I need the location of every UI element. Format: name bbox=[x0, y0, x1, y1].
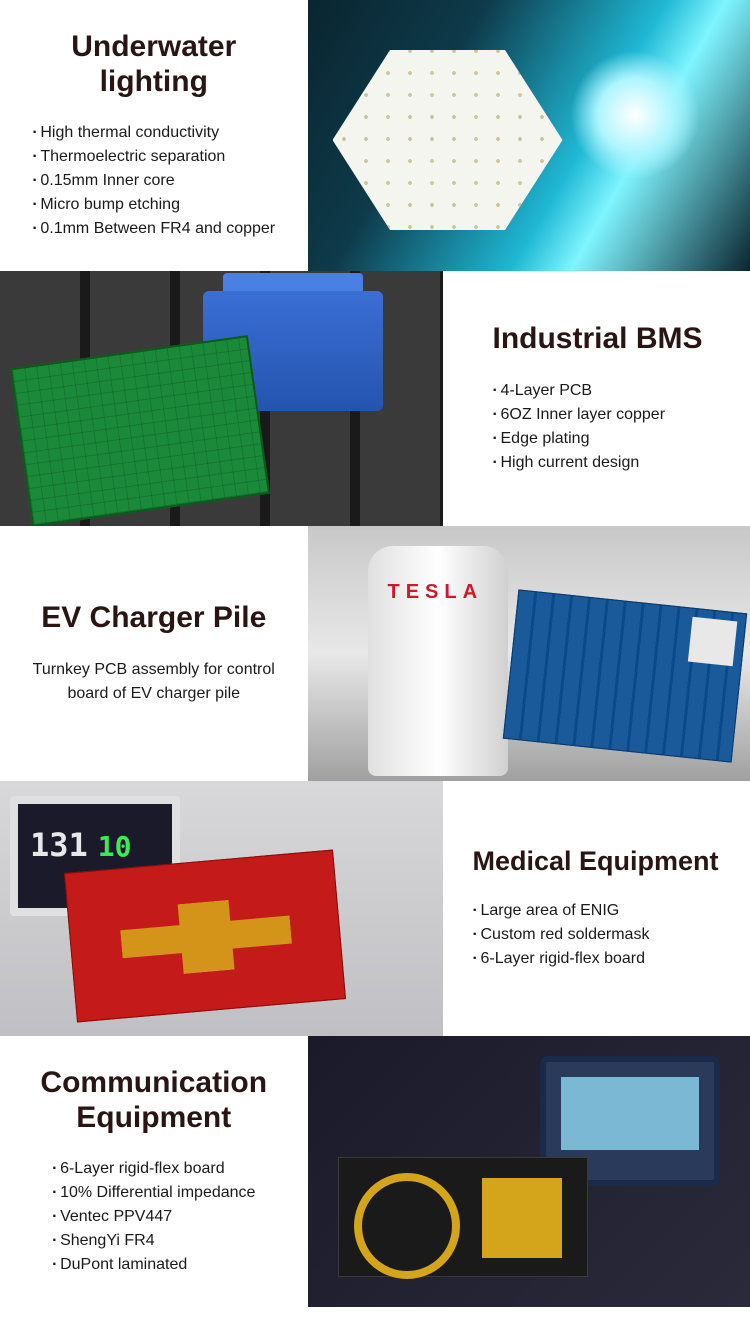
hex-pcb-icon bbox=[333, 40, 563, 240]
section-description: Turnkey PCB assembly for control board o… bbox=[20, 658, 288, 706]
list-item: 10% Differential impedance bbox=[52, 1181, 255, 1205]
list-item: Edge plating bbox=[493, 427, 731, 451]
list-item: 0.15mm Inner core bbox=[32, 169, 275, 193]
section-underwater: Underwater lighting High thermal conduct… bbox=[0, 0, 750, 271]
section-medical: 131 10 Medical Equipment Large area of EN… bbox=[0, 781, 750, 1036]
list-item: 0.1mm Between FR4 and copper bbox=[32, 217, 275, 241]
text-block: Medical Equipment Large area of ENIG Cus… bbox=[443, 781, 750, 1036]
monitor-value-1: 131 bbox=[30, 826, 88, 864]
list-item: Ventec PPV447 bbox=[52, 1205, 255, 1229]
product-image bbox=[0, 271, 443, 526]
feature-list: 6-Layer rigid-flex board 10% Differentia… bbox=[52, 1157, 255, 1277]
red-pcb-icon bbox=[64, 850, 346, 1023]
list-item: DuPont laminated bbox=[52, 1253, 255, 1277]
feature-list: 4-Layer PCB 6OZ Inner layer copper Edge … bbox=[493, 379, 731, 475]
section-bms: Industrial BMS 4-Layer PCB 6OZ Inner lay… bbox=[0, 271, 750, 526]
list-item: Custom red soldermask bbox=[473, 923, 731, 947]
section-title: Underwater lighting bbox=[20, 30, 288, 99]
section-title: Communication Equipment bbox=[20, 1066, 288, 1135]
black-pcb-icon bbox=[338, 1157, 588, 1277]
text-block: Underwater lighting High thermal conduct… bbox=[0, 0, 308, 271]
list-item: 6-Layer rigid-flex board bbox=[52, 1157, 255, 1181]
monitor-readout: 131 10 bbox=[30, 826, 132, 864]
list-item: High thermal conductivity bbox=[32, 121, 275, 145]
section-ev: EV Charger Pile Turnkey PCB assembly for… bbox=[0, 526, 750, 781]
blue-pcb-icon bbox=[503, 589, 747, 762]
product-image bbox=[308, 0, 750, 271]
green-pcb-icon bbox=[10, 335, 270, 526]
text-block: Communication Equipment 6-Layer rigid-fl… bbox=[0, 1036, 308, 1307]
product-image bbox=[308, 1036, 750, 1307]
list-item: ShengYi FR4 bbox=[52, 1229, 255, 1253]
list-item: Large area of ENIG bbox=[473, 899, 731, 923]
section-title: Medical Equipment bbox=[473, 846, 731, 877]
list-item: 4-Layer PCB bbox=[493, 379, 731, 403]
product-image: 131 10 bbox=[0, 781, 443, 1036]
monitor-value-2: 10 bbox=[98, 830, 132, 863]
list-item: Micro bump etching bbox=[32, 193, 275, 217]
feature-list: Large area of ENIG Custom red soldermask… bbox=[473, 899, 731, 971]
product-image: TESLA bbox=[308, 526, 750, 781]
section-comm: Communication Equipment 6-Layer rigid-fl… bbox=[0, 1036, 750, 1307]
list-item: 6-Layer rigid-flex board bbox=[473, 947, 731, 971]
brand-label: TESLA bbox=[388, 581, 484, 604]
section-title: Industrial BMS bbox=[493, 322, 731, 357]
text-block: EV Charger Pile Turnkey PCB assembly for… bbox=[0, 526, 308, 781]
list-item: High current design bbox=[493, 451, 731, 475]
text-block: Industrial BMS 4-Layer PCB 6OZ Inner lay… bbox=[443, 271, 750, 526]
list-item: Thermoelectric separation bbox=[32, 145, 275, 169]
feature-list: High thermal conductivity Thermoelectric… bbox=[32, 121, 275, 241]
section-title: EV Charger Pile bbox=[41, 601, 266, 636]
list-item: 6OZ Inner layer copper bbox=[493, 403, 731, 427]
